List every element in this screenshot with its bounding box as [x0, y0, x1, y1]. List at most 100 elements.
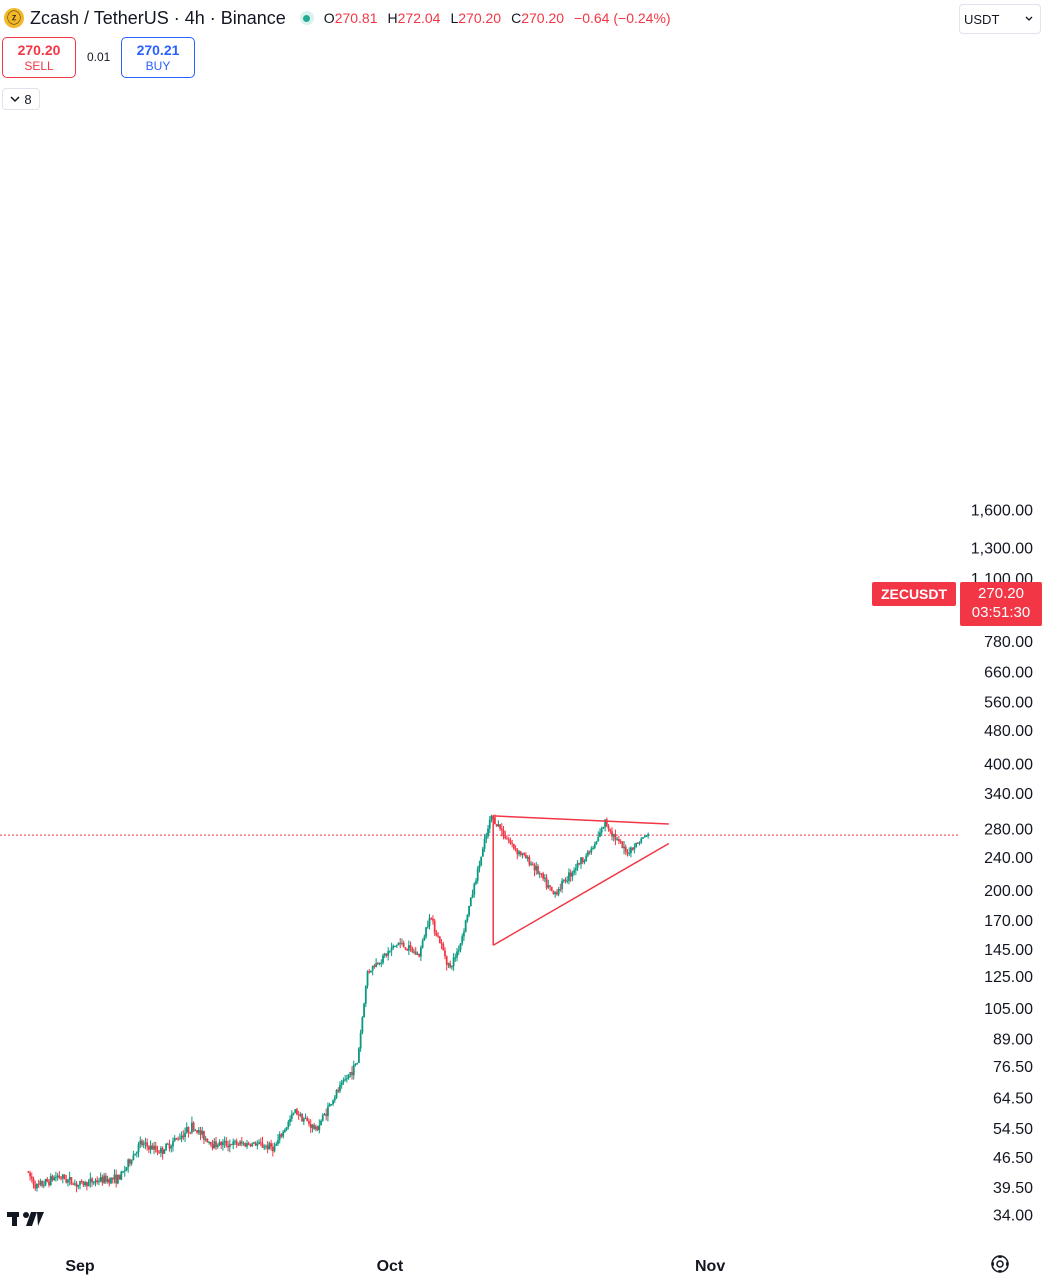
- candle-body: [540, 873, 543, 875]
- candle-body: [104, 1175, 107, 1182]
- candle-body: [554, 892, 557, 895]
- settings-gear-icon[interactable]: [989, 1253, 1011, 1275]
- candle-body: [249, 1144, 252, 1146]
- candle-body: [469, 897, 472, 906]
- candle-body: [452, 957, 455, 967]
- candle-body: [51, 1176, 54, 1181]
- candle-body: [609, 829, 612, 832]
- candle-body: [621, 841, 624, 849]
- candle-body: [375, 963, 378, 968]
- candle-body: [225, 1140, 228, 1146]
- candle-body: [378, 962, 381, 964]
- buy-button[interactable]: 270.21 BUY: [121, 37, 195, 78]
- time-axis[interactable]: Sep Oct Nov: [65, 1258, 725, 1275]
- candle-body: [75, 1183, 78, 1187]
- candle-body: [166, 1143, 169, 1145]
- candle-body: [122, 1171, 124, 1173]
- candle-body: [385, 953, 388, 956]
- candle-body: [316, 1126, 319, 1131]
- indicators-toggle-button[interactable]: 8: [2, 88, 40, 110]
- candle-body: [337, 1090, 340, 1092]
- candle-body: [457, 949, 460, 952]
- candle-body: [614, 834, 617, 840]
- candle-body: [149, 1145, 152, 1150]
- price-tick-label: 54.50: [993, 1121, 1033, 1138]
- candle-body: [137, 1144, 140, 1153]
- tradingview-logo-icon[interactable]: [6, 1208, 46, 1230]
- currency-select[interactable]: USDT: [959, 4, 1041, 34]
- candle-body: [628, 853, 631, 855]
- symbol-title[interactable]: Zcash / TetherUS · 4h · Binance: [30, 7, 286, 28]
- triangle-pattern-drawing[interactable]: [492, 815, 670, 946]
- candle-body: [54, 1177, 57, 1179]
- candle-body: [459, 943, 462, 950]
- price-tick-label: 240.00: [984, 850, 1033, 867]
- candle-body: [36, 1183, 38, 1189]
- candle-body: [437, 935, 440, 937]
- candle-body: [389, 950, 391, 952]
- candle-body: [643, 836, 646, 838]
- candle-body: [263, 1146, 266, 1148]
- candle-body: [261, 1143, 264, 1148]
- candle-body: [373, 965, 376, 968]
- candle-body: [68, 1177, 71, 1180]
- triangle-lower-line[interactable]: [492, 842, 670, 946]
- candle-body: [419, 947, 422, 957]
- candle-body: [302, 1118, 305, 1122]
- sell-label: SELL: [24, 59, 54, 73]
- candle-body: [488, 819, 491, 829]
- candle-body: [118, 1174, 121, 1180]
- candle-body: [154, 1145, 157, 1150]
- candle-body: [252, 1142, 255, 1144]
- candle-body: [590, 848, 593, 853]
- price-tick-label: 89.00: [993, 1031, 1033, 1048]
- sell-button[interactable]: 270.20 SELL: [2, 37, 76, 78]
- candle-body: [574, 868, 577, 871]
- candle-body: [433, 920, 436, 933]
- candle-body: [203, 1130, 205, 1140]
- price-tick-label: 200.00: [984, 883, 1033, 900]
- currency-value: USDT: [964, 11, 1000, 27]
- candle-body: [500, 828, 503, 831]
- candle-body: [549, 885, 551, 887]
- candle-body: [277, 1139, 279, 1144]
- candle-body: [638, 842, 641, 844]
- triangle-upper-line[interactable]: [493, 815, 669, 825]
- candle-body: [550, 886, 553, 891]
- candle-body: [514, 848, 517, 850]
- candle-body: [223, 1140, 226, 1143]
- candle-body: [103, 1175, 106, 1183]
- candle-body: [60, 1177, 62, 1179]
- price-tick-label: 340.00: [984, 786, 1033, 803]
- candle-body: [215, 1141, 217, 1148]
- candle-body: [187, 1127, 190, 1133]
- candle-body: [213, 1141, 216, 1149]
- candle-body: [442, 943, 445, 951]
- candle-body: [172, 1141, 174, 1147]
- candle-body: [314, 1126, 317, 1129]
- price-tick-label: 145.00: [984, 942, 1033, 959]
- candle-body: [640, 838, 643, 843]
- candle-body: [523, 853, 526, 855]
- candle-body: [63, 1174, 66, 1180]
- candle-body: [184, 1132, 186, 1138]
- candle-body: [111, 1177, 114, 1180]
- candle-body: [559, 888, 562, 890]
- candle-body: [335, 1090, 338, 1098]
- candle-body: [185, 1127, 188, 1133]
- candle-body: [440, 943, 443, 945]
- candle-body: [332, 1100, 334, 1105]
- candle-body: [89, 1178, 92, 1182]
- candle-body: [211, 1144, 214, 1149]
- candle-body: [537, 866, 539, 874]
- candle-body: [209, 1141, 212, 1145]
- candle-body: [87, 1181, 90, 1187]
- candle-body: [399, 942, 402, 944]
- candle-body: [297, 1114, 300, 1116]
- candle-body: [99, 1177, 102, 1182]
- candle-body: [58, 1175, 61, 1178]
- candle-body: [27, 1171, 30, 1173]
- candle-body: [352, 1064, 355, 1076]
- ohlc-values: O270.81 H272.04 L270.20 C270.20 −0.64 (−…: [324, 10, 671, 26]
